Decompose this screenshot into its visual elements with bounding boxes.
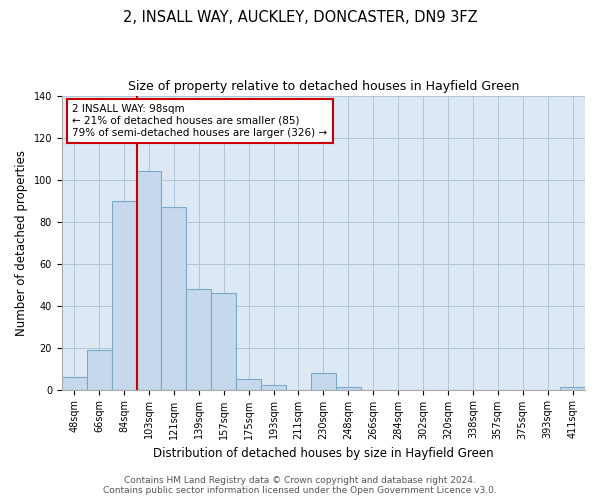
Bar: [62, 377, 86, 390]
Bar: [161, 207, 187, 390]
Bar: [311, 373, 336, 390]
Title: Size of property relative to detached houses in Hayfield Green: Size of property relative to detached ho…: [128, 80, 519, 93]
Bar: [336, 388, 361, 390]
Text: Contains HM Land Registry data © Crown copyright and database right 2024.
Contai: Contains HM Land Registry data © Crown c…: [103, 476, 497, 495]
Bar: [137, 171, 161, 390]
Bar: [112, 200, 137, 390]
Text: 2, INSALL WAY, AUCKLEY, DONCASTER, DN9 3FZ: 2, INSALL WAY, AUCKLEY, DONCASTER, DN9 3…: [122, 10, 478, 25]
Bar: [187, 289, 211, 390]
Text: 2 INSALL WAY: 98sqm
← 21% of detached houses are smaller (85)
79% of semi-detach: 2 INSALL WAY: 98sqm ← 21% of detached ho…: [72, 104, 328, 138]
Bar: [261, 386, 286, 390]
Bar: [560, 388, 585, 390]
Y-axis label: Number of detached properties: Number of detached properties: [15, 150, 28, 336]
Bar: [236, 379, 261, 390]
Bar: [86, 350, 112, 390]
Bar: [211, 293, 236, 390]
X-axis label: Distribution of detached houses by size in Hayfield Green: Distribution of detached houses by size …: [153, 447, 494, 460]
